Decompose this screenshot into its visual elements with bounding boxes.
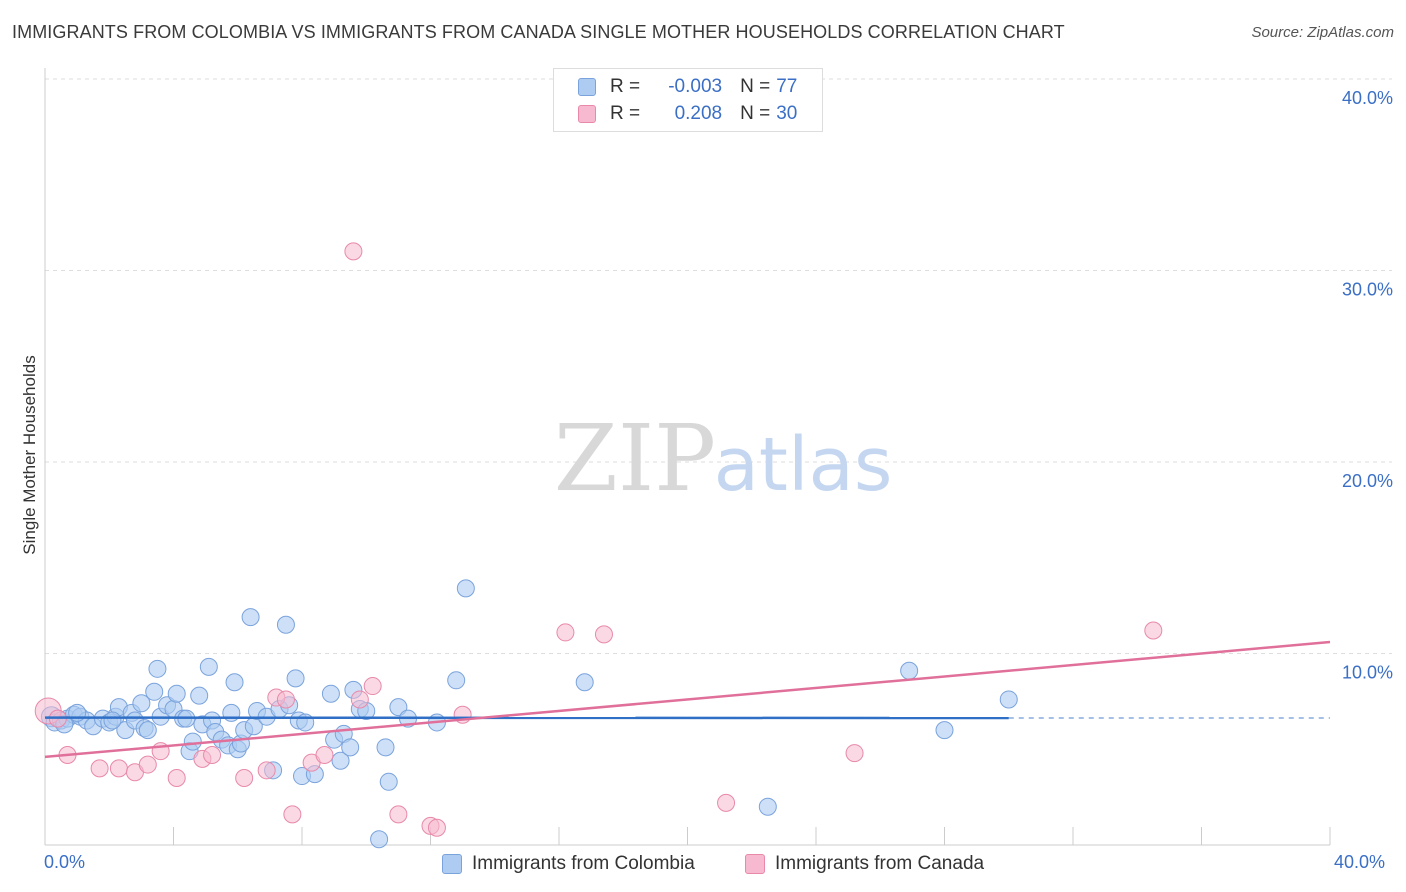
legend-r-value: 0.208 [674,103,723,124]
gridlines [45,78,1392,654]
watermark-atlas: atlas [714,422,893,508]
legend-r-label: R = [610,103,641,124]
data-point-canada [350,690,369,709]
data-point-colombia [225,673,244,692]
data-point-colombia [241,608,260,627]
trendline-canada [44,640,1331,759]
y-tick-label: 10.0% [1342,663,1393,683]
data-point-colombia [370,830,389,849]
data-point-canada [203,745,222,764]
data-point-canada [1144,621,1163,640]
legend-swatch-colombia [442,854,462,874]
data-point-canada [845,744,864,763]
source-label: Source: ZipAtlas.com [1251,24,1394,41]
legend-label-canada: Immigrants from Canada [775,853,985,874]
data-point-colombia [447,671,466,690]
legend-item-canada[interactable]: Immigrants from Canada [745,853,984,875]
data-point-colombia [167,684,186,703]
data-point-canada [556,623,575,642]
legend-n-value: 77 [776,76,798,97]
data-point-colombia [376,738,395,757]
data-point-canada [276,690,295,709]
x-tick-label-min: 0.0% [44,852,86,872]
data-point-colombia [145,682,164,701]
legend-r-label: R = [610,76,641,97]
legend-n-value: 30 [776,103,798,124]
data-point-colombia [389,698,408,717]
legend-swatch-canada [745,854,765,874]
data-point-canada [389,805,408,824]
data-point-colombia [148,659,167,678]
data-point-colombia [935,721,954,740]
legend-row-canada: R = 0.208 N = 30 [578,102,797,126]
data-point-colombia [276,615,295,634]
data-point-colombia [456,579,475,598]
y-tick-label: 20.0% [1342,471,1393,491]
data-point-colombia [132,694,151,713]
legend-n-label: N = [740,103,771,124]
data-point-canada [138,755,157,774]
data-point-colombia [999,690,1018,709]
data-point-canada [315,745,334,764]
data-point-colombia [321,684,340,703]
data-point-canada [109,759,128,778]
data-point-colombia [190,686,209,705]
legend-n-label: N = [740,76,771,97]
data-point-colombia [331,751,350,770]
data-point-colombia [379,772,398,791]
watermark-zip: ZIP [554,405,716,512]
data-point-canada [363,677,382,696]
legend-swatch-pink [578,105,596,123]
trendlines [44,640,1331,759]
data-point-colombia [900,661,919,680]
watermark: ZIP atlas [554,405,893,512]
data-point-colombia [341,738,360,757]
data-point-canada [283,805,302,824]
legend-swatch-blue [578,78,596,96]
correlation-legend: R = -0.003 N = 77 R = 0.208 N = 30 [553,68,823,132]
data-point-canada [235,768,254,787]
data-point-colombia [138,721,157,740]
data-point-colombia [758,797,777,816]
data-point-colombia [183,732,202,751]
data-point-canada [257,761,276,780]
data-point-colombia [286,669,305,688]
data-point-canada [167,768,186,787]
data-point-colombia [199,657,218,676]
data-point-colombia [103,711,122,730]
data-point-colombia [575,673,594,692]
data-point-canada [427,818,446,837]
x-tick-label-max: 40.0% [1334,852,1386,872]
series-canada-points [34,242,1163,837]
data-point-canada [344,242,363,261]
legend-label-colombia: Immigrants from Colombia [472,853,695,874]
y-tick-label: 30.0% [1342,280,1393,300]
y-tick-label: 40.0% [1342,88,1393,108]
data-point-canada [594,625,613,644]
legend-row-colombia: R = -0.003 N = 77 [578,75,797,99]
legend-r-value: -0.003 [668,76,723,97]
data-point-canada [717,793,736,812]
series-legend: Immigrants from Colombia Immigrants from… [0,851,1406,879]
data-point-colombia [296,713,315,732]
y-tick-labels: 10.0% 20.0% 30.0% 40.0% [1342,88,1393,683]
legend-item-colombia[interactable]: Immigrants from Colombia [442,853,695,875]
data-point-canada [90,759,109,778]
chart-title: IMMIGRANTS FROM COLOMBIA VS IMMIGRANTS F… [12,22,1065,42]
